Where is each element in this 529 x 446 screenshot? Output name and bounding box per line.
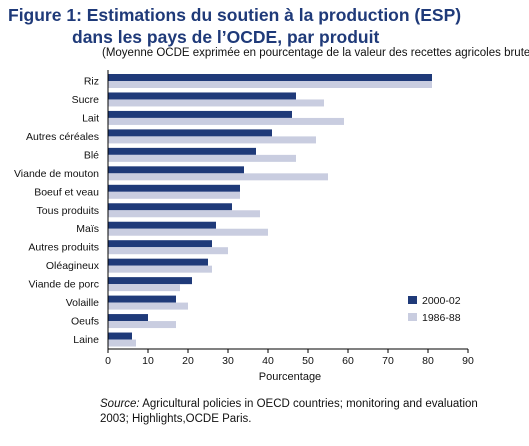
- legend-label: 1986-88: [422, 312, 461, 324]
- x-tick-label: 70: [382, 355, 394, 367]
- bar-baseline: [108, 191, 240, 199]
- bar-recent: [108, 74, 432, 81]
- bar-baseline: [108, 284, 180, 292]
- category-label: Autres produits: [28, 242, 99, 254]
- category-label: Tous produits: [37, 205, 99, 217]
- bar-recent: [108, 147, 256, 155]
- category-label: Volaille: [66, 297, 99, 309]
- bar-recent: [108, 203, 232, 211]
- x-tick-label: 60: [342, 355, 354, 367]
- x-axis-label: Pourcentage: [259, 371, 321, 383]
- bar-baseline: [108, 321, 176, 329]
- bar-recent: [108, 110, 292, 118]
- chart-title: Figure 1: Estimations du soutien à la pr…: [8, 4, 523, 48]
- bar-baseline: [108, 228, 268, 236]
- bar-baseline: [108, 210, 260, 218]
- bar-recent: [108, 221, 216, 229]
- category-label: Maïs: [76, 223, 99, 235]
- source-text: Agricultural policies in OECD countries;…: [100, 398, 478, 425]
- bar-baseline: [108, 117, 344, 125]
- x-tick-label: 40: [262, 355, 274, 367]
- x-tick-label: 20: [182, 355, 194, 367]
- category-label: Riz: [84, 76, 99, 88]
- bar-recent: [108, 295, 176, 303]
- chart-title-line1: Figure 1: Estimations du soutien à la pr…: [8, 5, 462, 25]
- category-label: Viande de mouton: [14, 168, 99, 180]
- bar-baseline: [108, 247, 228, 255]
- source-label: Source:: [100, 398, 140, 410]
- category-label: Oléagineux: [46, 260, 100, 272]
- bar-baseline: [108, 265, 212, 273]
- x-tick-label: 10: [142, 355, 154, 367]
- bar-baseline: [108, 302, 188, 310]
- legend-label: 2000-02: [422, 295, 461, 307]
- bar-recent: [108, 314, 148, 322]
- category-label: Oeufs: [71, 316, 99, 328]
- category-label: Autres céréales: [26, 131, 99, 143]
- x-tick-label: 0: [105, 355, 111, 367]
- bar-recent: [108, 184, 240, 192]
- bar-baseline: [108, 99, 324, 107]
- bar-baseline: [108, 136, 316, 144]
- bar-recent: [108, 92, 296, 100]
- bar-recent: [108, 258, 208, 266]
- bar-baseline: [108, 81, 432, 88]
- bar-baseline: [108, 173, 328, 181]
- category-label: Viande de porc: [29, 279, 99, 291]
- source-note: Source: Agricultural policies in OECD co…: [100, 397, 480, 427]
- bar-chart: Riz Sucre Lait Autres céréales Blé Viande de …: [14, 70, 474, 383]
- category-label: Sucre: [72, 94, 100, 106]
- bar-recent: [108, 332, 132, 340]
- bar-recent: [108, 166, 244, 174]
- bar-recent: [108, 129, 272, 137]
- bar-baseline: [108, 339, 136, 347]
- category-label: Boeuf et veau: [34, 186, 99, 198]
- x-tick-label: 30: [222, 355, 234, 367]
- x-tick-label: 80: [422, 355, 434, 367]
- bar-recent: [108, 240, 212, 248]
- bar-baseline: [108, 154, 296, 162]
- chart-title-line2: dans les pays de l’OCDE, par produit: [72, 27, 380, 47]
- x-tick-label: 90: [462, 355, 474, 367]
- legend-swatch: [408, 296, 417, 304]
- chart-subtitle: (Moyenne OCDE exprimée en pourcentage de…: [102, 47, 529, 59]
- bar-recent: [108, 277, 192, 285]
- category-label: Blé: [84, 149, 99, 161]
- category-label: Lait: [82, 112, 99, 124]
- legend-swatch: [408, 313, 417, 321]
- x-tick-label: 50: [302, 355, 314, 367]
- category-label: Laine: [73, 334, 99, 346]
